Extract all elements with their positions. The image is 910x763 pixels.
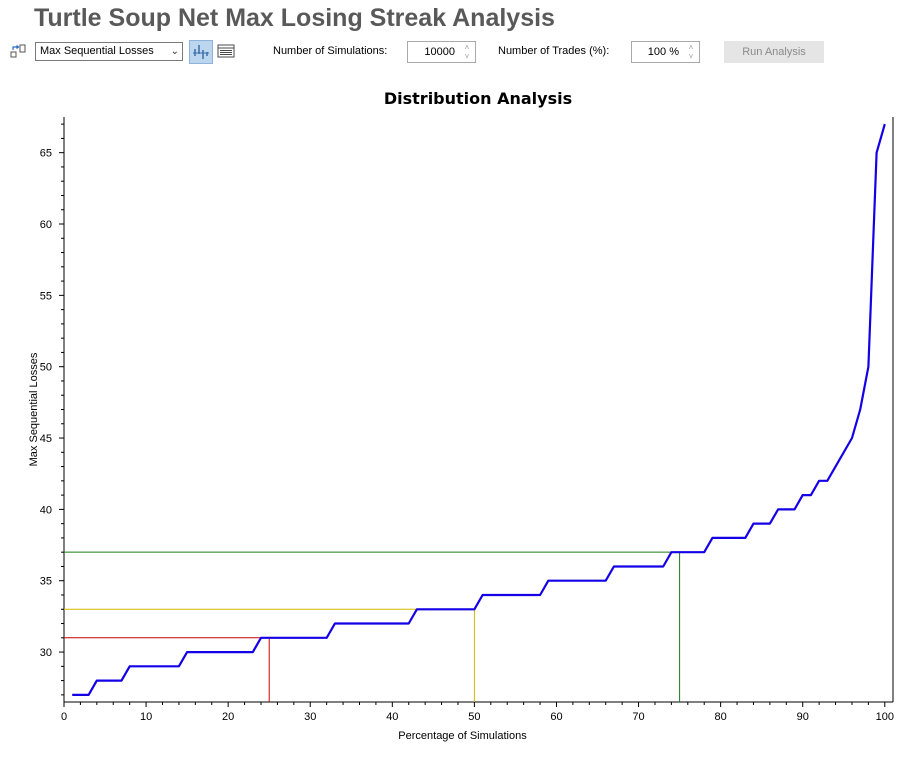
spinner-arrows-icon[interactable]: ˄ ˅ — [464, 43, 470, 61]
y-tick-label: 30 — [40, 647, 52, 659]
simulations-label: Number of Simulations: — [273, 45, 388, 57]
trades-value: 100 % — [647, 46, 679, 58]
y-tick-label: 60 — [40, 219, 52, 231]
series-line — [72, 123, 886, 697]
metric-select[interactable]: Max Sequential Losses ⌄ — [35, 42, 183, 61]
y-axis-label: Max Sequential Losses — [28, 352, 40, 466]
metric-select-value: Max Sequential Losses — [40, 45, 154, 57]
x-tick-label: 90 — [797, 711, 809, 723]
run-analysis-button[interactable]: Run Analysis — [724, 41, 824, 63]
x-tick-label: 40 — [386, 711, 398, 723]
chevron-down-icon[interactable]: ⌄ — [170, 46, 179, 57]
y-tick-label: 65 — [40, 148, 52, 160]
table-view-icon[interactable] — [217, 42, 235, 60]
histogram-view-toggle[interactable] — [189, 40, 213, 64]
trades-spinner[interactable]: 100 % ˄ ˅ — [631, 41, 700, 63]
x-tick-label: 10 — [140, 711, 152, 723]
toolbar: Max Sequential Losses ⌄ Number of Simula… — [0, 40, 910, 66]
spinner-arrows-icon[interactable]: ˄ ˅ — [688, 43, 694, 61]
y-tick-label: 40 — [40, 504, 52, 516]
x-tick-label: 100 — [876, 711, 894, 723]
page-title: Turtle Soup Net Max Losing Streak Analys… — [34, 4, 555, 32]
swap-view-icon[interactable] — [10, 43, 28, 61]
x-tick-label: 60 — [550, 711, 562, 723]
simulations-value: 10000 — [424, 46, 455, 58]
x-tick-label: 0 — [61, 711, 67, 723]
y-tick-label: 35 — [40, 576, 52, 588]
chart-title: Distribution Analysis — [383, 89, 573, 108]
x-tick-label: 70 — [632, 711, 644, 723]
histogram-icon — [193, 45, 209, 59]
y-tick-label: 45 — [40, 433, 52, 445]
y-tick-label: 55 — [40, 290, 52, 302]
x-tick-label: 50 — [468, 711, 480, 723]
x-axis-label: Percentage of Simulations — [398, 730, 527, 742]
x-tick-label: 80 — [715, 711, 727, 723]
y-tick-label: 50 — [40, 362, 52, 374]
trades-label: Number of Trades (%): — [498, 45, 610, 57]
x-tick-label: 20 — [222, 711, 234, 723]
x-tick-label: 30 — [304, 711, 316, 723]
simulations-spinner[interactable]: 10000 ˄ ˅ — [407, 41, 476, 63]
